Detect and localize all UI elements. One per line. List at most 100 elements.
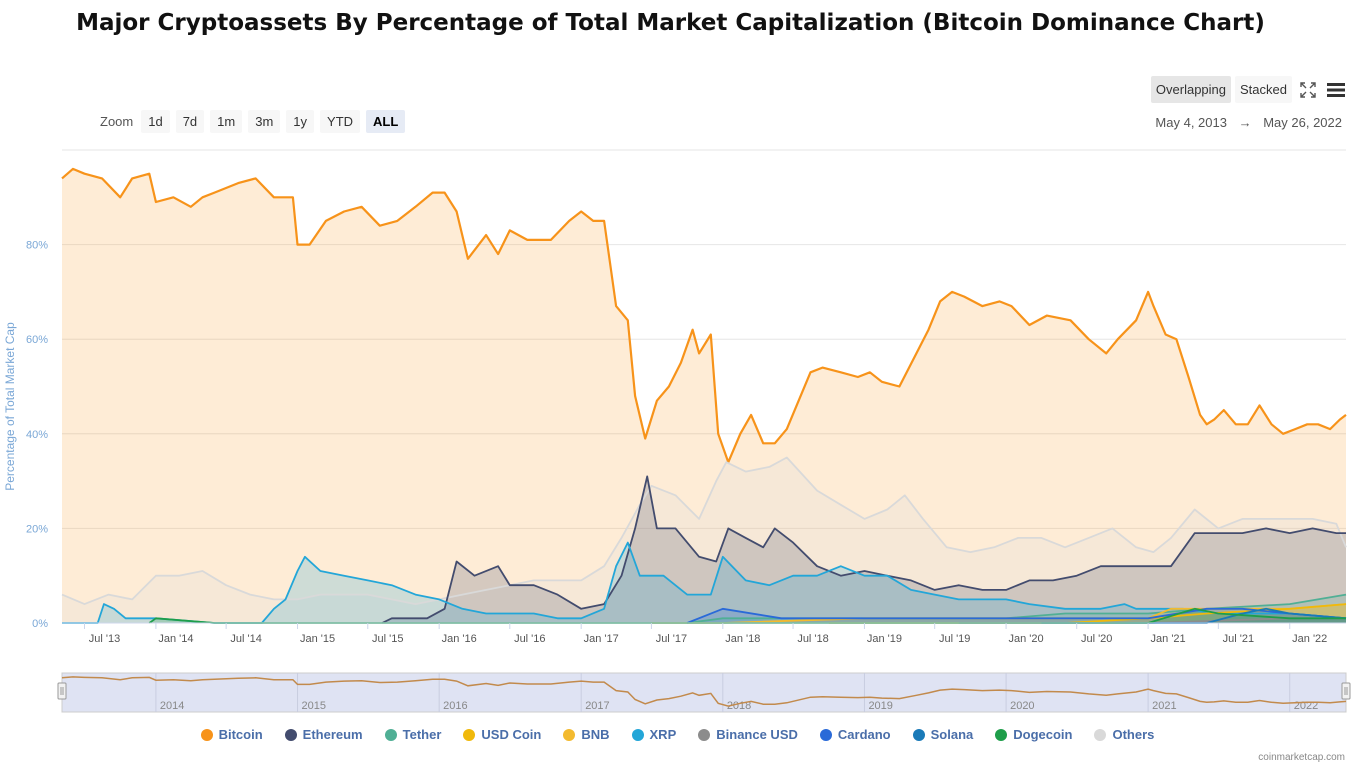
x-tick-label: Jan '14	[158, 633, 193, 645]
range-navigator[interactable]: 2014 2015 2016 2017 2018 2019 2020 2021 2022	[57, 672, 1351, 713]
legend-item-bnb[interactable]: BNB	[563, 727, 610, 742]
x-tick-label: Jan '16	[442, 633, 477, 645]
zoom-label: Zoom	[100, 114, 134, 129]
legend-marker-icon	[698, 728, 711, 741]
x-tick-label: Jul '13	[89, 633, 120, 645]
chart-title: Major Cryptoassets By Percentage of Tota…	[76, 10, 1265, 36]
legend-marker-icon	[819, 728, 832, 741]
x-tick-label: Jul '18	[797, 633, 828, 645]
legend-marker-icon	[463, 728, 476, 741]
x-tick-label: Jul '14	[230, 633, 261, 645]
x-tick-label: Jan '19	[867, 633, 902, 645]
bitcoin-area	[62, 168, 1346, 623]
x-tick-label: Jan '21	[1151, 633, 1186, 645]
zoom-1y-button[interactable]: 1y	[286, 110, 315, 133]
navigator-year-label: 2017	[585, 700, 609, 712]
x-tick-label: Jul '20	[1081, 633, 1112, 645]
y-tick-label: 20%	[26, 523, 48, 535]
ethereum-line[interactable]	[381, 475, 1346, 624]
dominance-chart[interactable]: 0% 20% 40% 60% 80% Jul '13 Jan '14 Jul '14 Jan …	[0, 140, 1355, 720]
xrp-line[interactable]	[62, 541, 1347, 624]
y-tick-label: 40%	[26, 429, 48, 441]
series-areas	[62, 168, 1347, 623]
navigator-year-label: 2014	[160, 700, 184, 712]
legend-item-tether[interactable]: Tether	[384, 727, 442, 742]
legend-item-xrp[interactable]: XRP	[631, 727, 677, 742]
legend-label: Dogecoin	[1013, 727, 1073, 742]
bitcoin-line[interactable]	[61, 167, 1347, 464]
zoom-7d-button[interactable]: 7d	[175, 110, 205, 133]
series-lines	[61, 167, 1347, 624]
x-tick-label: Jan '17	[584, 633, 619, 645]
x-tick-label: Jan '20	[1009, 633, 1044, 645]
legend-label: Others	[1112, 727, 1155, 742]
x-tick-label: Jul '19	[939, 633, 970, 645]
x-tick-label: Jan '15	[300, 633, 335, 645]
legend-label: USD Coin	[481, 727, 542, 742]
y-axis-title: Percentage of Total Market Cap	[3, 322, 17, 491]
zoom-all-button[interactable]: ALL	[366, 110, 406, 133]
navigator-year-label: 2016	[443, 700, 467, 712]
dogecoin-area	[149, 608, 1346, 623]
legend-marker-icon	[563, 728, 576, 741]
y-tick-label: 80%	[26, 240, 48, 252]
y-tick-label: 60%	[26, 334, 48, 346]
expand-icon[interactable]	[1296, 78, 1320, 102]
legend-label: XRP	[649, 727, 677, 742]
zoom-3m-button[interactable]: 3m	[248, 110, 281, 133]
stacked-button[interactable]: Stacked	[1235, 76, 1292, 103]
legend-item-bitcoin[interactable]: Bitcoin	[200, 727, 263, 742]
x-tick-label: Jul '16	[514, 633, 545, 645]
legend-marker-icon	[200, 728, 213, 741]
range-start[interactable]: May 4, 2013	[1155, 115, 1227, 130]
legend-item-usd-coin[interactable]: USD Coin	[463, 727, 541, 742]
legend-marker-icon	[384, 728, 397, 741]
cardano-line[interactable]	[686, 607, 1347, 624]
dogecoin-line[interactable]	[148, 607, 1346, 624]
navigator-right-handle[interactable]	[1341, 682, 1351, 700]
legend-item-others[interactable]: Others	[1094, 727, 1154, 742]
legend-label: Tether	[402, 727, 442, 742]
overlapping-button[interactable]: Overlapping	[1150, 76, 1232, 103]
hamburger-menu-icon[interactable]	[1324, 78, 1348, 102]
navigator-year-label: 2021	[1152, 700, 1176, 712]
legend-item-solana[interactable]: Solana	[912, 727, 974, 742]
credit-text[interactable]: coinmarketcap.com	[1258, 752, 1345, 763]
zoom-1m-button[interactable]: 1m	[210, 110, 243, 133]
range-end[interactable]: May 26, 2022	[1263, 115, 1342, 130]
navigator-year-label: 2020	[1010, 700, 1034, 712]
x-tick-label: Jan '18	[725, 633, 760, 645]
legend-label: Cardano	[837, 727, 891, 742]
binance-usd-area	[958, 618, 1346, 623]
navigator-left-handle[interactable]	[57, 682, 67, 700]
ethereum-area	[382, 476, 1347, 623]
x-tick-label: Jul '17	[656, 633, 687, 645]
others-line[interactable]	[61, 456, 1347, 605]
legend-label: Binance USD	[716, 727, 798, 742]
navigator-year-label: 2019	[868, 700, 892, 712]
x-tick-label: Jan '22	[1292, 633, 1327, 645]
legend-label: Solana	[930, 727, 974, 742]
x-axis-ticks: Jul '13 Jan '14 Jul '14 Jan '15 Jul '15 Jan '…	[62, 622, 1346, 645]
usd-coin-area	[828, 604, 1346, 623]
legend-marker-icon	[1094, 728, 1107, 741]
legend-item-cardano[interactable]: Cardano	[819, 727, 891, 742]
legend: Bitcoin Ethereum Tether USD Coin BNB XRP Binan…	[0, 727, 1355, 742]
legend-marker-icon	[631, 728, 644, 741]
legend-label: Bitcoin	[218, 727, 263, 742]
legend-marker-icon	[284, 728, 297, 741]
view-mode-controls: Overlapping Stacked	[1150, 76, 1348, 103]
navigator-year-label: 2015	[302, 700, 326, 712]
zoom-controls: Zoom 1d 7d 1m 3m 1y YTD ALL	[100, 110, 406, 133]
zoom-1d-button[interactable]: 1d	[141, 110, 170, 133]
x-tick-label: Jul '21	[1223, 633, 1254, 645]
navigator-bitcoin-line	[61, 676, 1347, 707]
zoom-ytd-button[interactable]: YTD	[320, 110, 361, 133]
legend-item-dogecoin[interactable]: Dogecoin	[995, 727, 1072, 742]
tether-line[interactable]	[686, 593, 1347, 624]
legend-item-ethereum[interactable]: Ethereum	[284, 727, 363, 742]
y-axis-ticks: 0% 20% 40% 60% 80%	[26, 240, 48, 630]
date-range: May 4, 2013 → May 26, 2022	[1155, 115, 1342, 130]
xrp-area	[62, 542, 1346, 623]
legend-item-binance-usd[interactable]: Binance USD	[698, 727, 798, 742]
